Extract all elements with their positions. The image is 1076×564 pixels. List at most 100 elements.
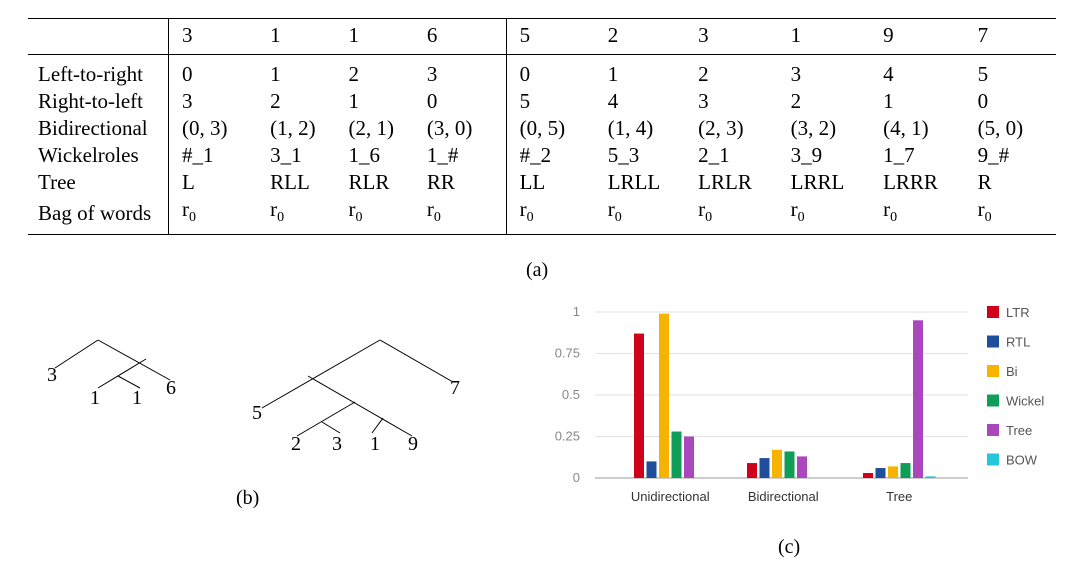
legend-swatch-rtl <box>987 335 999 348</box>
bar-tree-bidirectional <box>797 456 807 478</box>
table-cell: (0, 3) <box>168 115 271 142</box>
tree2-leaf: 7 <box>450 377 460 399</box>
cell-value: LL <box>519 170 546 194</box>
header-cell: 9 <box>883 18 978 55</box>
cell-value: LRRL <box>790 170 845 194</box>
table-cell: 2_1 <box>698 142 790 169</box>
table-cell: 3 <box>791 55 883 89</box>
cell-value: (1, 4) <box>607 116 654 140</box>
bar-ltr-bidirectional <box>747 463 757 478</box>
table-cell: RR <box>427 169 506 196</box>
y-tick-label: 0.75 <box>555 346 580 361</box>
table-cell: (1, 2) <box>270 115 348 142</box>
cell-value: RR <box>426 170 455 194</box>
cell-value: 1 <box>348 89 360 113</box>
chart-legend: LTR RTL Bi Wickel Tree BOW <box>987 305 1044 468</box>
tree-2 <box>261 339 454 437</box>
table-cell: 0 <box>978 88 1056 115</box>
table-cell: 2 <box>791 88 883 115</box>
tree2-leaf: 2 <box>291 433 301 455</box>
cell-value: 5 <box>977 62 989 86</box>
cell-value: 2 <box>348 62 360 86</box>
legend-label-rtl: RTL <box>1006 335 1030 350</box>
bar-wickel-tree <box>900 463 911 478</box>
header-cell: 5 <box>505 18 608 55</box>
tree-1-leaves: 3 1 1 6 <box>47 364 176 409</box>
legend-swatch-ltr <box>987 306 999 318</box>
table-cell: 1 <box>608 55 698 89</box>
cell-value: (3, 2) <box>790 116 837 140</box>
x-tick-label: Bidirectional <box>748 489 819 504</box>
cell-value: 1_6 <box>348 143 381 167</box>
cell-value: (3, 0) <box>426 116 473 140</box>
x-tick-labels: Unidirectional Bidirectional Tree <box>631 489 913 504</box>
bar-wickel-bidirectional <box>784 451 795 478</box>
y-tick-label: 0.5 <box>562 387 580 402</box>
table-row: Bidirectional (0, 3) (1, 2) (2, 1) (3, 0) (0,… <box>28 115 1056 142</box>
header-cell: 1 <box>790 18 884 55</box>
header-cell: 7 <box>977 18 1056 55</box>
cell-value: 0 <box>426 89 438 113</box>
table-cell: r0 <box>426 196 507 236</box>
legend-swatch-tree <box>987 424 999 436</box>
cell-value: r <box>977 197 985 221</box>
header-cell: 6 <box>426 18 507 55</box>
tree2-leaf: 1 <box>370 433 380 455</box>
table-row: Right-to-left 3 2 1 0 5 4 3 2 1 0 <box>28 88 1056 115</box>
cell-value: (2, 1) <box>348 116 395 140</box>
table-cell: r0 <box>168 196 271 236</box>
cell-value: 5 <box>519 89 531 113</box>
table-cell: 3_1 <box>270 142 348 169</box>
caption-a: (a) <box>526 259 549 281</box>
cell-value: 3 <box>426 62 438 86</box>
table-cell: r0 <box>505 196 608 236</box>
bar-ltr-unidirectional <box>634 333 644 478</box>
table-row: Left-to-right 0 1 2 3 0 1 2 3 4 5 <box>28 54 1056 89</box>
header-cell: 1 <box>348 18 427 55</box>
cell-value: RLR <box>348 170 390 194</box>
tree1-leaf: 6 <box>166 377 176 399</box>
table-cell: 1 <box>270 55 348 89</box>
cell-value: LRRR <box>883 170 938 194</box>
x-tick-label: Tree <box>886 489 912 504</box>
cell-value: LRLR <box>698 170 752 194</box>
legend-label-ltr: LTR <box>1006 305 1030 320</box>
table-cell: 3_9 <box>791 142 883 169</box>
tree1-leaf: 1 <box>132 387 142 409</box>
cell-value: L <box>182 170 195 194</box>
cell-value: r <box>182 197 189 221</box>
tree1-leaf: 3 <box>47 364 57 386</box>
cell-value: (2, 3) <box>698 116 744 140</box>
legend-label-bow: BOW <box>1006 453 1038 468</box>
legend-label-tree: Tree <box>1006 423 1032 438</box>
cell-subscript: 0 <box>705 210 713 226</box>
cell-value: r <box>607 197 615 221</box>
row-label: Bidirectional <box>38 116 148 140</box>
cell-value: 5_3 <box>607 143 640 167</box>
cell-value: 1 <box>270 62 281 86</box>
cell-value: (1, 2) <box>270 116 316 140</box>
cell-value: 0 <box>519 62 531 86</box>
tree-diagrams: 3 1 1 6 5 2 3 1 9 7 <box>47 339 460 455</box>
table-cell: r0 <box>977 196 1056 236</box>
cell-value: 1_7 <box>883 143 915 167</box>
table-cell: 5 <box>505 88 608 115</box>
table-cell: 9_# <box>978 142 1056 169</box>
table-cell: LL <box>505 169 608 196</box>
table-row: Bag of words r0 r0 r0 r0 r0 r0 r0 r0 r0 r0 <box>28 196 1056 236</box>
cell-subscript: 0 <box>277 210 285 226</box>
cell-subscript: 0 <box>984 210 992 226</box>
row-label: Bag of words <box>28 196 169 236</box>
cell-subscript: 0 <box>433 210 441 226</box>
bar-bi-tree <box>888 466 898 478</box>
table-cell: r0 <box>270 196 349 236</box>
cell-subscript: 0 <box>890 210 898 226</box>
table-cell: 1_7 <box>883 142 978 169</box>
cell-value: r <box>270 197 278 221</box>
x-tick-label: Unidirectional <box>631 489 710 504</box>
tree1-leaf: 1 <box>90 387 100 409</box>
cell-value: r <box>426 197 434 221</box>
legend-swatch-bi <box>987 365 999 377</box>
tree-2-leaves: 5 2 3 1 9 7 <box>252 377 460 455</box>
table-cell: LRRR <box>883 169 978 196</box>
